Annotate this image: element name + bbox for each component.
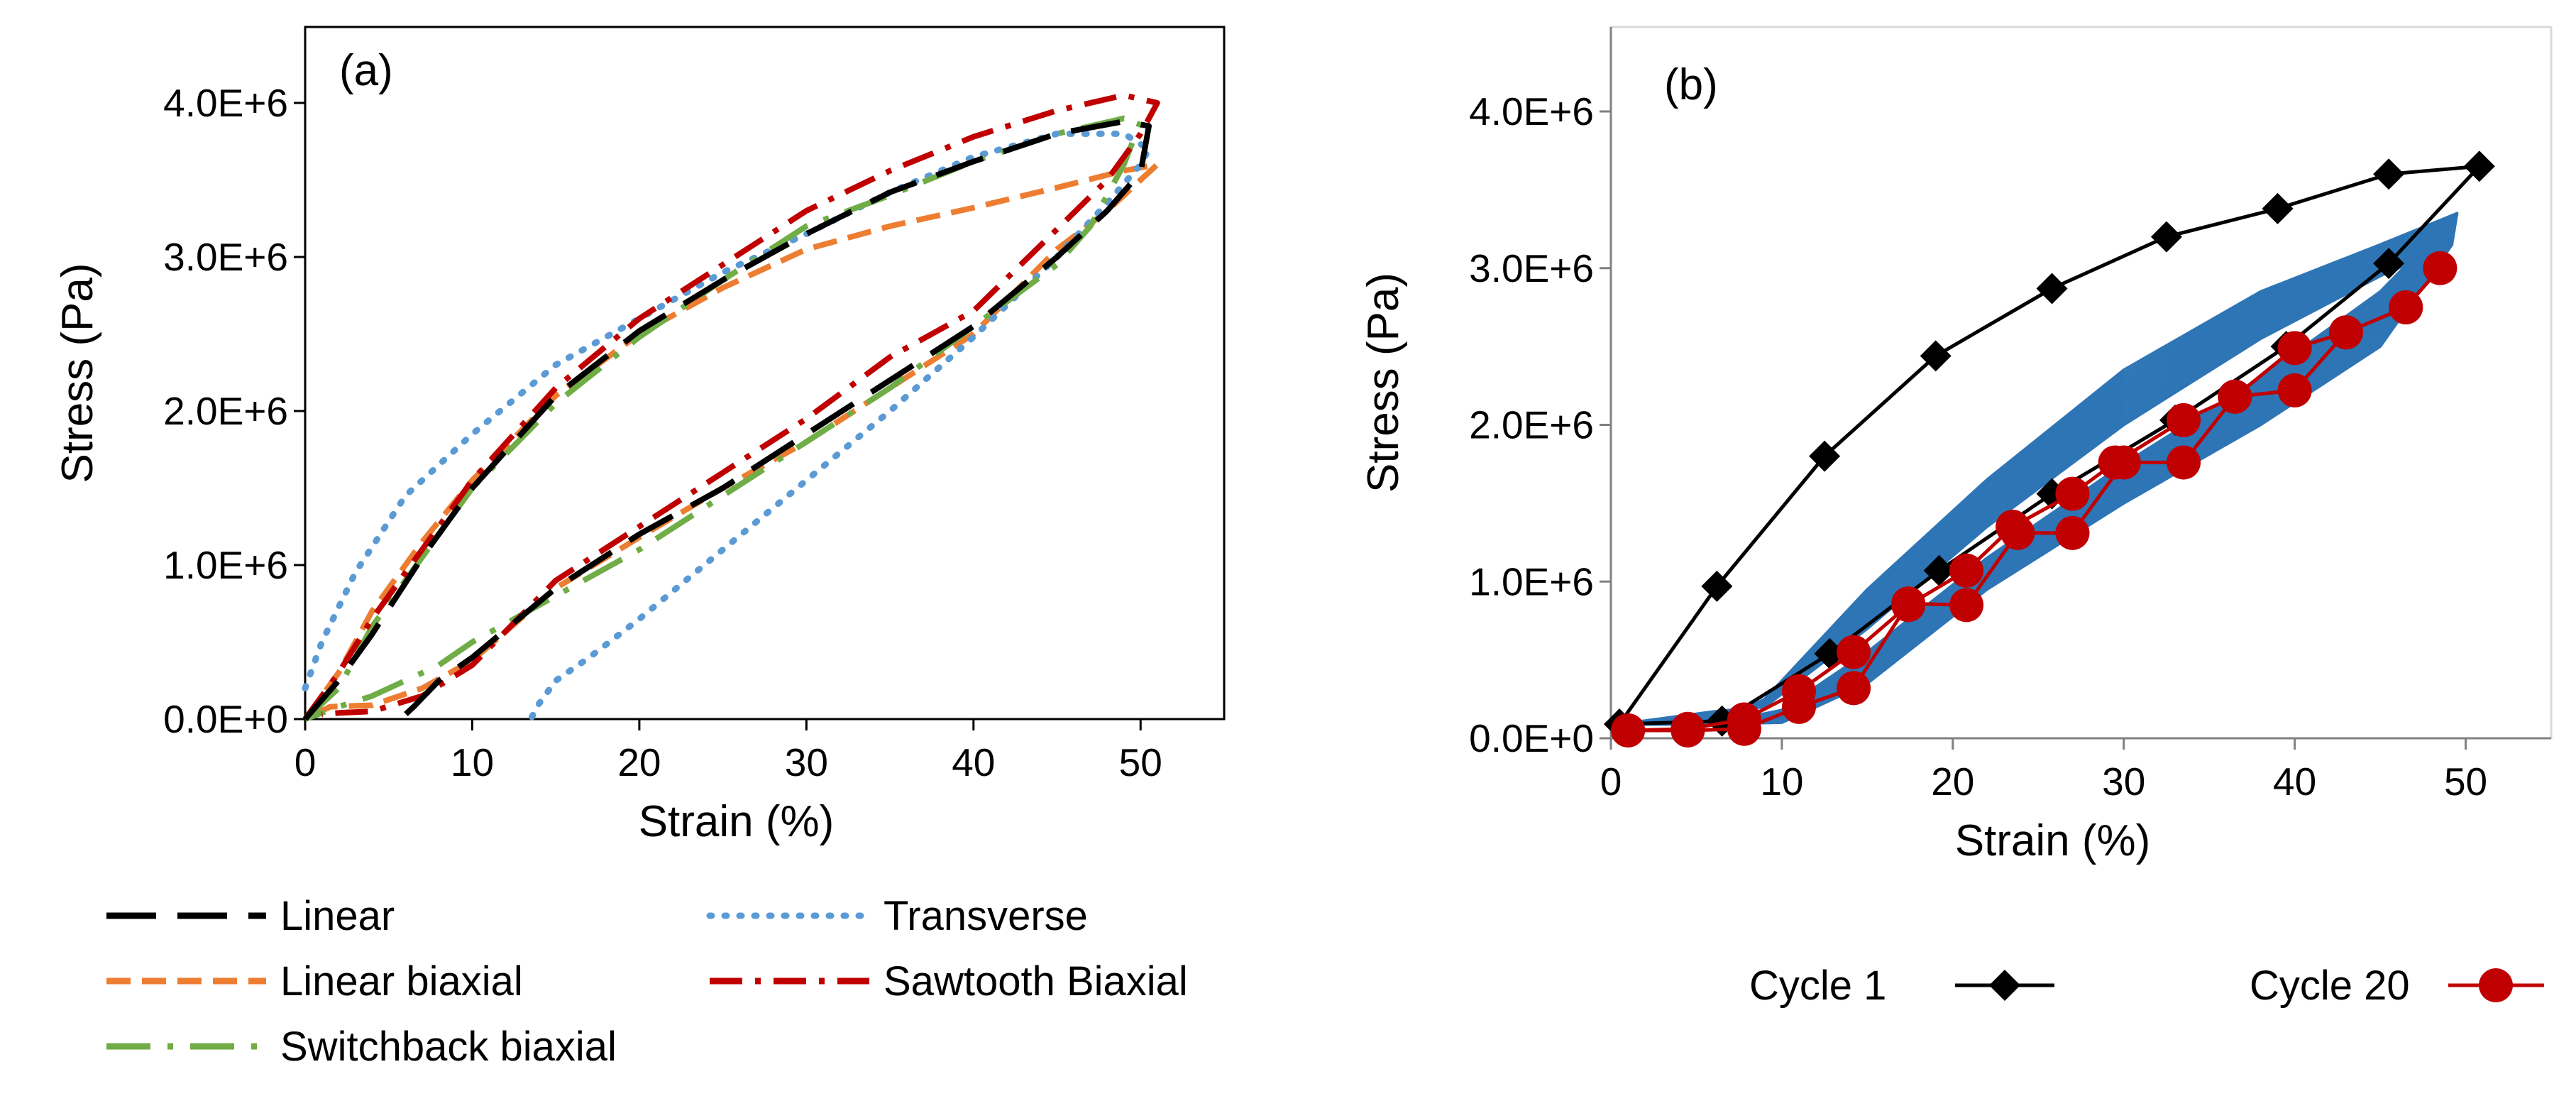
a-x-axis-title: Strain (%) xyxy=(639,797,835,846)
point-cycle-20 xyxy=(2423,251,2457,285)
legend-label-cycle-1: Cycle 1 xyxy=(1749,963,1886,1009)
a-x-tick-label: 30 xyxy=(785,740,828,784)
plot-frame-b xyxy=(1609,26,2553,740)
a-y-tick-label: 2.0E+6 xyxy=(163,389,288,433)
a-y-tick-label: 3.0E+6 xyxy=(163,235,288,279)
chart-b: 0 10 20 30 40 50 0.0E+0 1.0E+6 2.0E+6 3.0E+6 4.0E+… xyxy=(1359,26,2553,865)
point-cycle-20 xyxy=(1949,553,1984,588)
point-cycle-20 xyxy=(1611,713,1646,747)
b-y-axis-title: Stress (Pa) xyxy=(1359,273,1408,493)
b-x-tick-label: 20 xyxy=(1931,760,1974,804)
point-cycle-1 xyxy=(1920,340,1952,372)
point-cycle-20 xyxy=(1891,588,1926,623)
point-cycle-1 xyxy=(2150,221,2182,253)
legend-a: Linear Linear biaxial Switchback biaxial Tr… xyxy=(106,893,1188,1070)
point-cycle-20 xyxy=(2277,373,2312,407)
point-cycle-20 xyxy=(2055,515,2090,550)
series-line-transverse xyxy=(302,130,1152,723)
point-cycle-1 xyxy=(1814,637,1846,669)
legend-label-cycle-20: Cycle 20 xyxy=(2250,963,2410,1009)
a-y-axis-title: Stress (Pa) xyxy=(53,263,102,483)
point-cycle-20 xyxy=(2328,315,2363,350)
point-cycle-1 xyxy=(2036,273,2068,305)
a-x-tick-label: 10 xyxy=(451,740,494,784)
point-cycle-20 xyxy=(2098,445,2132,480)
point-cycle-1 xyxy=(2262,192,2294,224)
point-cycle-20 xyxy=(1727,702,1761,737)
point-cycle-20 xyxy=(1670,711,1705,746)
point-cycle-1 xyxy=(1809,440,1841,472)
a-y-tick-label: 1.0E+6 xyxy=(163,543,288,587)
legend-label-linear-biaxial: Linear biaxial xyxy=(280,958,523,1004)
point-cycle-20 xyxy=(1996,509,2030,544)
b-y-tick-label: 1.0E+6 xyxy=(1469,559,1594,603)
point-cycle-20 xyxy=(2277,331,2312,366)
a-y-tick-label: 0.0E+0 xyxy=(163,697,288,741)
b-x-axis-title: Strain (%) xyxy=(1955,816,2151,865)
legend-b: Cycle 1 Cycle 20 xyxy=(1749,963,2544,1009)
a-x-tick-label: 50 xyxy=(1119,740,1162,784)
legend-marker-cycle-20 xyxy=(2479,968,2513,1002)
point-cycle-20 xyxy=(2167,402,2201,437)
point-cycle-1 xyxy=(2373,158,2405,190)
chart-a: 0 10 20 30 40 50 0.0E+0 1.0E+6 2.0E+6 3.0E+6 4.0E+… xyxy=(53,26,1226,846)
point-cycle-1 xyxy=(2373,248,2405,280)
point-cycle-20 xyxy=(1837,635,1871,669)
legend-label-linear: Linear xyxy=(280,893,395,939)
point-cycle-1 xyxy=(2463,150,2495,182)
series-line-switchback-biaxial xyxy=(303,115,1144,722)
b-x-tick-label: 0 xyxy=(1600,760,1622,804)
a-x-tick-label: 40 xyxy=(952,740,995,784)
series-line-linear-biaxial xyxy=(302,161,1160,722)
a-x-tick-label: 0 xyxy=(295,740,317,784)
point-cycle-1 xyxy=(1923,554,1955,586)
b-x-tick-label: 30 xyxy=(2102,760,2145,804)
point-cycle-20 xyxy=(1949,588,1984,623)
panel-label-b: (b) xyxy=(1664,60,1718,109)
legend-marker-cycle-1 xyxy=(1989,970,2020,1001)
b-x-tick-label: 50 xyxy=(2444,760,2487,804)
point-cycle-20 xyxy=(1782,674,1816,708)
b-y-tick-label: 4.0E+6 xyxy=(1469,89,1594,133)
series-line-linear xyxy=(302,119,1152,721)
point-cycle-20 xyxy=(2055,476,2090,511)
b-y-tick-label: 2.0E+6 xyxy=(1469,403,1594,447)
point-cycle-20 xyxy=(1837,671,1871,706)
legend-label-sawtooth-biaxial: Sawtooth Biaxial xyxy=(884,958,1188,1004)
point-cycle-1 xyxy=(1701,570,1733,602)
series-line-sawtooth-biaxial xyxy=(302,92,1160,721)
b-x-tick-label: 40 xyxy=(2273,760,2316,804)
b-y-tick-label: 3.0E+6 xyxy=(1469,246,1594,290)
point-cycle-20 xyxy=(2218,379,2252,414)
point-cycle-20 xyxy=(2167,445,2201,480)
panel-label-a: (a) xyxy=(339,46,393,95)
b-x-tick-label: 10 xyxy=(1760,760,1803,804)
point-cycle-20 xyxy=(2389,290,2423,324)
legend-label-switchback-biaxial: Switchback biaxial xyxy=(280,1024,617,1070)
a-x-tick-label: 20 xyxy=(617,740,661,784)
b-y-tick-label: 0.0E+0 xyxy=(1469,716,1594,760)
a-y-tick-label: 4.0E+6 xyxy=(163,81,288,125)
legend-label-transverse: Transverse xyxy=(884,893,1088,939)
